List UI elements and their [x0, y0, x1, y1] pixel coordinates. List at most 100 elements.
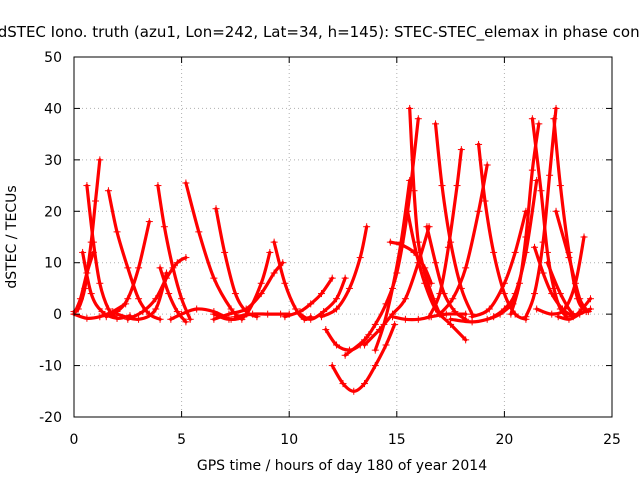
series-21-point-0 — [322, 326, 330, 334]
series-15-point-1 — [225, 310, 233, 318]
series-13-point-2 — [231, 290, 239, 298]
series-8-point-1 — [135, 315, 143, 323]
series-28-point-5 — [462, 336, 470, 344]
series-7-point-3 — [178, 295, 186, 303]
series-38-point-3 — [528, 166, 536, 174]
series-10-point-3 — [182, 318, 190, 326]
y-tick-label: -10 — [39, 359, 62, 375]
series-10-trace — [158, 266, 188, 324]
series-12-point-2 — [193, 305, 201, 313]
series-17-point-0 — [270, 238, 278, 246]
series-23-point-6 — [414, 115, 422, 123]
series-41-point-4 — [552, 104, 560, 112]
series-16-point-1 — [249, 310, 257, 318]
series-8-trace — [115, 271, 169, 321]
series-27-point-4 — [427, 279, 435, 287]
series-1-point-0 — [83, 182, 91, 190]
series-3-point-2 — [98, 308, 106, 316]
series-33-point-4 — [483, 161, 491, 169]
series-41-point-2 — [539, 238, 547, 246]
series-34-point-3 — [500, 290, 508, 298]
series-33-point-2 — [462, 264, 470, 272]
series-36-trace — [470, 209, 528, 319]
series-4-point-2 — [96, 313, 104, 321]
series-16-point-3 — [277, 310, 285, 318]
series-30-point-1 — [438, 182, 446, 190]
series-32-point-3 — [451, 308, 459, 316]
series-34-point-1 — [481, 197, 489, 205]
series-32-point-1 — [432, 259, 440, 267]
series-21-point-1 — [333, 341, 341, 349]
series-0-point-4 — [92, 197, 100, 205]
series-5-point-2 — [124, 264, 132, 272]
series-22-point-6 — [391, 320, 399, 328]
series-22-point-2 — [350, 387, 358, 395]
series-7-point-1 — [160, 223, 168, 231]
series-44-point-0 — [533, 305, 541, 313]
series-5-point-1 — [113, 228, 121, 236]
series-44-point-4 — [580, 233, 588, 241]
series-44-point-2 — [561, 305, 569, 313]
series-8-point-2 — [152, 305, 160, 313]
series-12-point-0 — [167, 315, 175, 323]
series-10-point-2 — [173, 308, 181, 316]
series-46-point-2 — [576, 310, 584, 318]
x-tick-label: 0 — [70, 432, 79, 448]
series-30-point-0 — [432, 120, 440, 128]
series-25-point-2 — [414, 238, 422, 246]
series-29-point-0 — [388, 313, 396, 321]
series-29-point-4 — [442, 310, 450, 318]
series-26-point-3 — [401, 295, 409, 303]
series-34-point-0 — [475, 140, 483, 148]
chart-title: dSTEC Iono. truth (azu1, Lon=242, Lat=34… — [0, 23, 640, 42]
y-tick-label: -20 — [39, 410, 62, 426]
series-39-point-1 — [537, 187, 545, 195]
series-45-point-1 — [565, 254, 573, 262]
series-41-point-0 — [522, 313, 530, 321]
series-40-point-2 — [548, 290, 556, 298]
series-3-point-1 — [87, 290, 95, 298]
series-20-point-3 — [356, 254, 364, 262]
series-6-point-2 — [124, 295, 132, 303]
series-5-point-5 — [156, 315, 164, 323]
series-25-point-0 — [406, 104, 414, 112]
y-axis-label: dSTEC / TECUs — [4, 185, 20, 288]
series-29-point-1 — [401, 315, 409, 323]
series-20-point-2 — [345, 284, 353, 292]
x-tick-label: 15 — [388, 432, 406, 448]
x-tick-label: 25 — [603, 432, 621, 448]
series-10-point-1 — [165, 290, 173, 298]
series-16-point-2 — [264, 310, 272, 318]
series-35-point-0 — [447, 315, 455, 323]
series-45-point-0 — [552, 207, 560, 215]
series-15-point-0 — [210, 315, 218, 323]
series-4-point-1 — [83, 314, 91, 322]
series-20-point-1 — [333, 305, 341, 313]
series-11-point-1 — [195, 228, 203, 236]
grid-lines — [74, 57, 612, 417]
series-9-point-0 — [124, 315, 132, 323]
series-43-point-1 — [556, 290, 564, 298]
series-18-point-2 — [307, 300, 315, 308]
series-22-point-1 — [339, 380, 347, 388]
series-24-point-0 — [371, 346, 379, 354]
series-27-point-0 — [386, 238, 394, 246]
series-31-point-2 — [444, 243, 452, 251]
series-40-point-1 — [539, 269, 547, 277]
series-41-trace — [524, 106, 558, 319]
series-14-point-4 — [266, 248, 274, 256]
series-29-point-2 — [414, 315, 422, 323]
series-42-point-0 — [550, 115, 558, 123]
series-1-point-2 — [96, 279, 104, 287]
series-34-trace — [477, 142, 528, 321]
series-2-point-1 — [76, 295, 84, 303]
series-19-point-3 — [333, 295, 341, 303]
series-20-trace — [319, 225, 369, 319]
series-7-point-0 — [154, 182, 162, 190]
series-9-point-4 — [173, 259, 181, 267]
series-35-point-2 — [483, 315, 491, 323]
x-tick-label: 5 — [177, 432, 186, 448]
series-33-point-3 — [475, 207, 483, 215]
series-19-point-2 — [320, 308, 328, 316]
